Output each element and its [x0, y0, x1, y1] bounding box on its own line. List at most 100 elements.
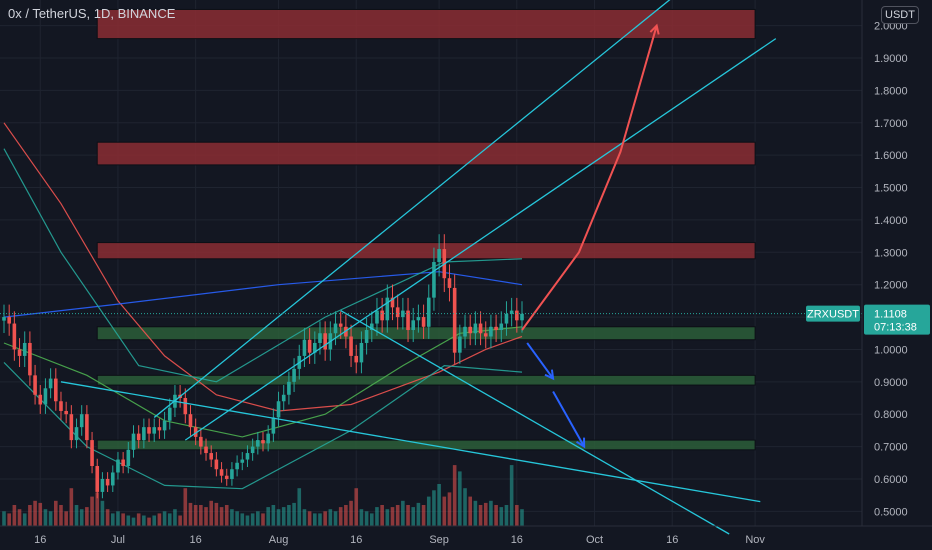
- candle-body: [307, 339, 312, 353]
- candle-body: [188, 414, 193, 428]
- volume-bar: [287, 505, 291, 526]
- volume-bar: [240, 513, 245, 526]
- candle-body: [395, 307, 400, 318]
- x-tick-label: Sep: [429, 534, 449, 546]
- candle: [333, 311, 338, 346]
- candle-body: [110, 472, 115, 486]
- candle: [416, 304, 421, 333]
- candle-body: [432, 262, 436, 298]
- volume-bar: [504, 505, 509, 526]
- candle: [54, 368, 58, 411]
- candle-body: [204, 446, 208, 454]
- volume-bar: [199, 505, 203, 526]
- candle: [323, 321, 327, 361]
- y-tick-label: 0.9000: [874, 377, 908, 389]
- currency-button[interactable]: USDT: [881, 6, 919, 24]
- candle-body: [380, 310, 384, 321]
- y-tick-label: 1.3000: [874, 247, 908, 259]
- volume-bar: [364, 511, 369, 526]
- candle: [276, 391, 281, 427]
- candle: [100, 472, 105, 499]
- candle: [33, 364, 37, 405]
- volume-bar: [328, 509, 333, 526]
- volume-bar: [173, 509, 177, 526]
- volume-bar: [349, 500, 353, 526]
- candle: [468, 314, 472, 346]
- resistance-zone: [96, 141, 756, 166]
- volume-bar: [416, 502, 421, 526]
- candle: [292, 358, 296, 393]
- volume-bar: [74, 505, 79, 526]
- volume-bar: [261, 513, 265, 526]
- candle: [421, 304, 426, 339]
- candle: [214, 452, 219, 477]
- volume-bar: [116, 511, 120, 526]
- candle-body: [515, 310, 519, 321]
- candle: [126, 441, 131, 474]
- volume-bar: [292, 502, 296, 526]
- candle-body: [147, 427, 151, 434]
- resistance-zone: [96, 8, 756, 40]
- candle: [105, 472, 110, 493]
- candle: [447, 264, 452, 302]
- candle-body: [28, 342, 32, 376]
- candle-body: [338, 323, 343, 327]
- volume-bar: [520, 509, 524, 526]
- volume-bar: [17, 509, 22, 526]
- price-zones: [96, 8, 756, 451]
- volume-bar: [12, 505, 17, 526]
- support-zone: [96, 374, 756, 386]
- candle-body: [458, 336, 462, 353]
- candle-body: [390, 297, 395, 308]
- candle-body: [230, 469, 234, 479]
- volume-bar: [375, 507, 379, 526]
- candle-body: [131, 433, 136, 450]
- candle-body: [349, 336, 353, 356]
- candle: [504, 301, 509, 336]
- volume-bar: [323, 511, 327, 526]
- volume-bar: [250, 513, 255, 526]
- candle: [230, 462, 234, 486]
- volume-bar: [437, 484, 441, 526]
- volume-bar: [369, 513, 374, 526]
- x-tick-label: 16: [34, 534, 46, 546]
- price-axis-bg: [862, 0, 932, 550]
- candle: [199, 428, 203, 455]
- volume-bar: [126, 515, 131, 526]
- x-tick-label: 16: [350, 534, 362, 546]
- candle: [116, 452, 120, 480]
- volume-bar: [110, 513, 115, 526]
- candle-body: [302, 339, 307, 356]
- volume-bar: [230, 509, 234, 526]
- candle: [136, 425, 141, 449]
- symbol-tag-label: ZRXUSDT: [807, 309, 859, 321]
- y-tick-label: 1.7000: [874, 118, 908, 130]
- volume-bar: [483, 502, 488, 526]
- y-tick-label: 1.4000: [874, 215, 908, 227]
- candle: [79, 405, 84, 436]
- volume-bar: [442, 496, 447, 526]
- candle: [266, 425, 270, 452]
- volume-bar: [463, 488, 467, 526]
- candle-body: [209, 453, 213, 460]
- projection-arrow: [521, 25, 658, 331]
- volume-bar: [214, 502, 219, 526]
- arrow-head: [575, 437, 586, 449]
- candle: [240, 452, 245, 471]
- candle-body: [43, 388, 48, 405]
- volume-bar: [79, 509, 84, 526]
- candle-body: [17, 349, 22, 356]
- candle-body: [499, 323, 504, 331]
- candle-body: [33, 375, 37, 395]
- candle: [22, 331, 27, 368]
- volume-bar: [256, 511, 260, 526]
- resistance-zone: [96, 242, 756, 260]
- candle: [131, 425, 136, 458]
- volume-bar: [421, 505, 426, 526]
- candle: [28, 331, 32, 386]
- x-tick-label: 16: [666, 534, 678, 546]
- volume-bar: [390, 507, 395, 526]
